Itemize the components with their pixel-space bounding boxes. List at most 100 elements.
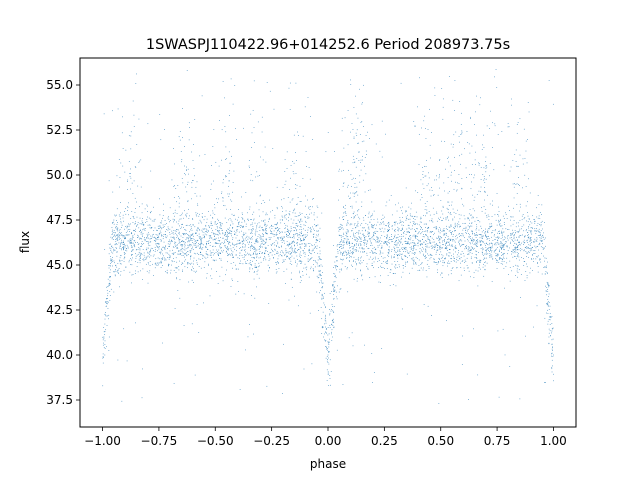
data-point	[346, 258, 347, 259]
data-point	[454, 226, 456, 228]
data-point	[251, 244, 253, 246]
data-point	[274, 249, 276, 251]
data-point	[548, 296, 549, 297]
data-point	[483, 248, 484, 250]
data-point	[348, 241, 350, 243]
data-point	[192, 234, 194, 235]
data-point	[268, 255, 270, 257]
data-point	[533, 242, 535, 243]
data-point	[494, 76, 495, 78]
data-point	[405, 243, 406, 244]
data-point	[426, 263, 428, 265]
data-point	[537, 271, 539, 273]
data-point	[231, 278, 233, 280]
data-point	[231, 155, 232, 157]
data-point	[418, 231, 420, 233]
data-point	[542, 234, 544, 236]
data-point	[178, 269, 180, 271]
data-point	[131, 239, 133, 240]
data-point	[415, 223, 417, 224]
data-point	[120, 242, 122, 244]
data-point	[192, 266, 193, 268]
data-point	[331, 303, 333, 305]
data-point	[467, 218, 469, 220]
data-point	[366, 244, 367, 246]
data-point	[424, 258, 426, 259]
data-point	[364, 191, 366, 193]
data-point	[234, 85, 236, 86]
data-point	[414, 224, 416, 225]
data-point	[141, 254, 143, 256]
data-point	[368, 247, 370, 249]
data-point	[463, 235, 464, 237]
data-point	[483, 147, 485, 148]
data-point	[341, 117, 343, 119]
data-point	[488, 228, 489, 229]
data-point	[331, 329, 333, 331]
data-point	[106, 325, 108, 326]
data-point	[369, 232, 370, 234]
data-point	[122, 236, 124, 238]
data-point	[454, 216, 455, 218]
data-point	[235, 128, 236, 130]
data-point	[174, 215, 175, 217]
data-point	[494, 244, 495, 246]
data-point	[391, 226, 393, 227]
data-point	[289, 258, 291, 260]
data-point	[437, 245, 439, 246]
data-point	[114, 236, 116, 238]
data-point	[333, 291, 335, 292]
data-point	[482, 253, 483, 255]
data-point	[415, 230, 416, 232]
data-point	[261, 246, 263, 248]
data-point	[219, 253, 221, 254]
data-point	[464, 218, 466, 220]
data-point	[434, 241, 436, 243]
data-point	[439, 253, 440, 255]
data-point	[316, 240, 318, 242]
data-point	[497, 253, 499, 255]
data-point	[485, 165, 487, 166]
data-point	[382, 267, 384, 268]
data-point	[111, 261, 113, 262]
data-point	[489, 242, 490, 244]
data-point	[332, 322, 334, 323]
data-point	[102, 339, 104, 341]
data-point	[213, 259, 215, 261]
data-point	[356, 231, 358, 233]
data-point	[109, 291, 111, 292]
data-point	[294, 245, 295, 247]
data-point	[458, 174, 460, 175]
data-point	[296, 263, 298, 265]
data-point	[517, 239, 518, 241]
data-point	[149, 224, 151, 226]
data-point	[362, 248, 364, 250]
data-point	[196, 245, 198, 247]
data-point	[116, 244, 118, 245]
data-point	[461, 153, 463, 155]
data-point	[206, 246, 207, 248]
data-point	[438, 261, 440, 263]
data-point	[388, 249, 390, 250]
data-point	[195, 246, 196, 248]
data-point	[131, 264, 133, 266]
data-point	[227, 236, 229, 237]
data-point	[229, 227, 231, 229]
data-point	[270, 233, 272, 234]
data-point	[153, 206, 154, 208]
data-point	[539, 212, 541, 213]
data-point	[132, 222, 134, 223]
data-point	[122, 165, 124, 167]
data-point	[441, 88, 443, 89]
data-point	[440, 260, 441, 262]
data-point	[155, 238, 157, 239]
data-point	[344, 211, 346, 212]
data-point	[476, 232, 477, 233]
data-point	[203, 244, 204, 246]
data-point	[436, 228, 437, 230]
data-point	[507, 123, 509, 124]
data-point	[121, 227, 122, 228]
data-point	[354, 187, 356, 188]
data-point	[227, 248, 228, 250]
data-point	[325, 332, 327, 333]
